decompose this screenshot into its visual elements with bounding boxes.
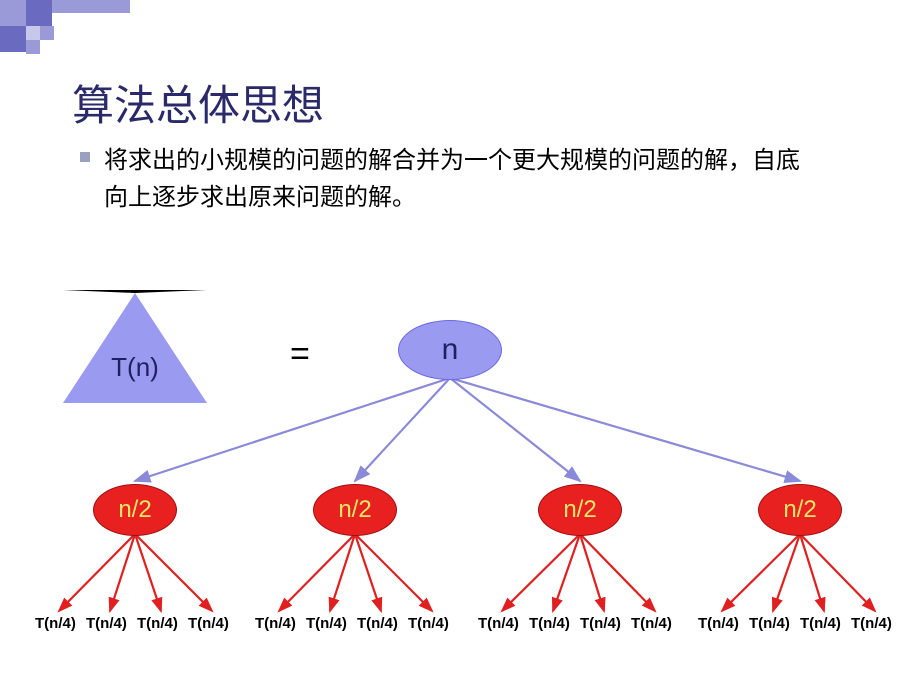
level1-node-2: n/2 [538,484,622,536]
level1-node-3: n/2 [758,484,842,536]
body-bullet: 将求出的小规模的问题的解合并为一个更大规模的问题的解，自底向上逐步求出原来问题的… [80,142,820,216]
leaf-2-2: T(n/4) [580,615,621,632]
leaf-1-0: T(n/4) [255,615,296,632]
leaf-2-3: T(n/4) [631,615,672,632]
triangle-shape [63,290,207,403]
leaf-1-1: T(n/4) [306,615,347,632]
root-node-n: n [398,320,502,380]
leaf-0-2: T(n/4) [137,615,178,632]
slide-title: 算法总体思想 [72,72,324,133]
leaf-1-3: T(n/4) [408,615,449,632]
leaf-3-2: T(n/4) [800,615,841,632]
equals-sign: = [290,335,310,374]
leaf-2-0: T(n/4) [478,615,519,632]
leaf-3-0: T(n/4) [698,615,739,632]
body-text: 将求出的小规模的问题的解合并为一个更大规模的问题的解，自底向上逐步求出原来问题的… [104,142,820,216]
leaf-0-3: T(n/4) [188,615,229,632]
leaf-3-1: T(n/4) [749,615,790,632]
leaf-0-0: T(n/4) [35,615,76,632]
bullet-square-icon [80,152,90,162]
triangle-label: T(n) [63,352,207,383]
leaf-1-2: T(n/4) [357,615,398,632]
triangle-tn: T(n) [63,290,207,400]
recursion-tree-diagram: T(n) = n n/2 n/2 n/2 n/2 T(n/4) T(n/4) T(n/4)… [0,275,920,690]
level1-node-1: n/2 [313,484,397,536]
root-label: n [442,333,459,367]
leaf-3-3: T(n/4) [851,615,892,632]
leaf-0-1: T(n/4) [86,615,127,632]
leaf-2-1: T(n/4) [529,615,570,632]
corner-decoration [0,0,130,55]
level1-node-0: n/2 [93,484,177,536]
